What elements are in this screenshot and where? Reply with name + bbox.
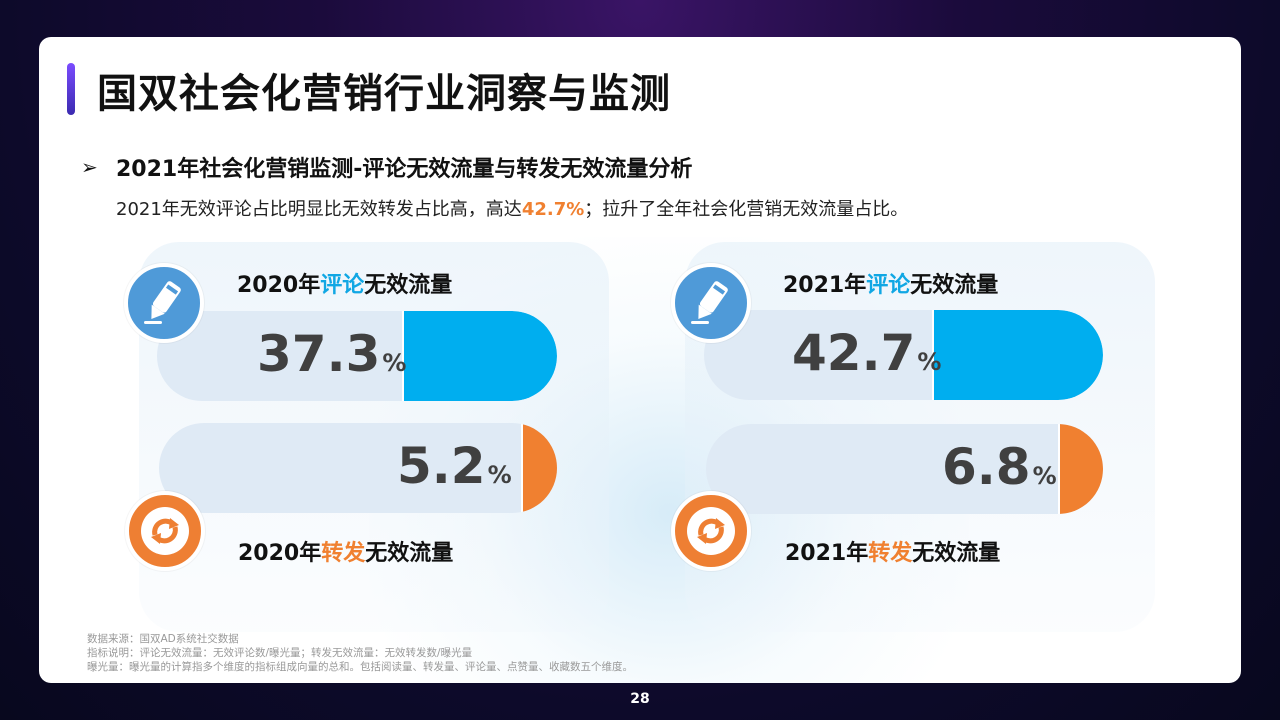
footnote-exposure: 曝光量：曝光量的计算指多个维度的指标组成向量的总和。包括阅读量、转发量、评论量、… [87, 661, 633, 673]
label-keyword-repost: 转发 [868, 541, 913, 566]
repost-cycle-icon [125, 491, 205, 571]
value-number: 37.3 [257, 325, 381, 383]
repost-cycle-icon [671, 491, 751, 571]
value-2021-repost: 6.8% [942, 438, 1057, 496]
label-keyword-comment: 评论 [866, 273, 911, 298]
label-year: 2020年 [237, 273, 321, 298]
label-2020-repost: 2020年转发无效流量 [238, 535, 453, 567]
percent-sign: % [382, 349, 407, 377]
value-2021-comment: 42.7% [792, 324, 941, 382]
label-rest: 无效流量 [910, 273, 999, 298]
label-rest: 无效流量 [364, 273, 453, 298]
pill-2021-comment: 42.7% [704, 310, 1103, 400]
slide-card: 国双社会化营销行业洞察与监测 ➢ 2021年社会化营销监测-评论无效流量与转发无… [39, 37, 1241, 683]
pill-2021-repost: 6.8% [706, 424, 1103, 514]
label-keyword-repost: 转发 [321, 541, 366, 566]
label-year: 2021年 [783, 273, 867, 298]
percent-sign: % [917, 348, 942, 376]
label-2021-comment: 2021年评论无效流量 [783, 267, 998, 299]
description-text-before: 2021年无效评论占比明显比无效转发占比高，高达 [116, 199, 522, 220]
bullet-arrow-icon: ➢ [81, 155, 98, 179]
label-keyword-comment: 评论 [320, 273, 365, 298]
value-2020-repost: 5.2% [397, 437, 512, 495]
description-highlight: 42.7% [521, 199, 585, 220]
value-number: 6.8 [942, 438, 1031, 496]
pill-divider [1058, 424, 1060, 514]
percent-sign: % [1032, 462, 1057, 490]
value-2020-comment: 37.3% [257, 325, 406, 383]
percent-sign: % [487, 461, 512, 489]
label-2021-repost: 2021年转发无效流量 [785, 535, 1000, 567]
page-number: 28 [630, 691, 650, 707]
label-year: 2021年 [785, 541, 869, 566]
label-2020-comment: 2020年评论无效流量 [237, 267, 452, 299]
title-accent-bar [67, 63, 75, 115]
comment-pen-icon [124, 263, 204, 343]
comment-pen-icon [671, 263, 751, 343]
section-subtitle: 2021年社会化营销监测-评论无效流量与转发无效流量分析 [116, 157, 693, 182]
label-rest: 无效流量 [912, 541, 1001, 566]
footnote-metric: 指标说明：评论无效流量：无效评论数/曝光量；转发无效流量：无效转发数/曝光量 [87, 647, 473, 659]
page-title: 国双社会化营销行业洞察与监测 [97, 71, 671, 117]
pill-fill [404, 311, 557, 401]
label-rest: 无效流量 [365, 541, 454, 566]
value-number: 5.2 [397, 437, 486, 495]
pill-divider [932, 310, 934, 400]
footnote-source: 数据来源：国双AD系统社交数据 [87, 633, 239, 645]
pill-divider [521, 423, 523, 513]
pill-divider [402, 311, 404, 401]
pill-2020-repost: 5.2% [159, 423, 557, 513]
pill-fill [934, 310, 1103, 400]
description-text-after: ；拉升了全年社会化营销无效流量占比。 [584, 199, 909, 220]
pill-2020-comment: 37.3% [157, 311, 557, 401]
value-number: 42.7 [792, 324, 916, 382]
description: 2021年无效评论占比明显比无效转发占比高，高达42.7%；拉升了全年社会化营销… [116, 195, 908, 221]
label-year: 2020年 [238, 541, 322, 566]
